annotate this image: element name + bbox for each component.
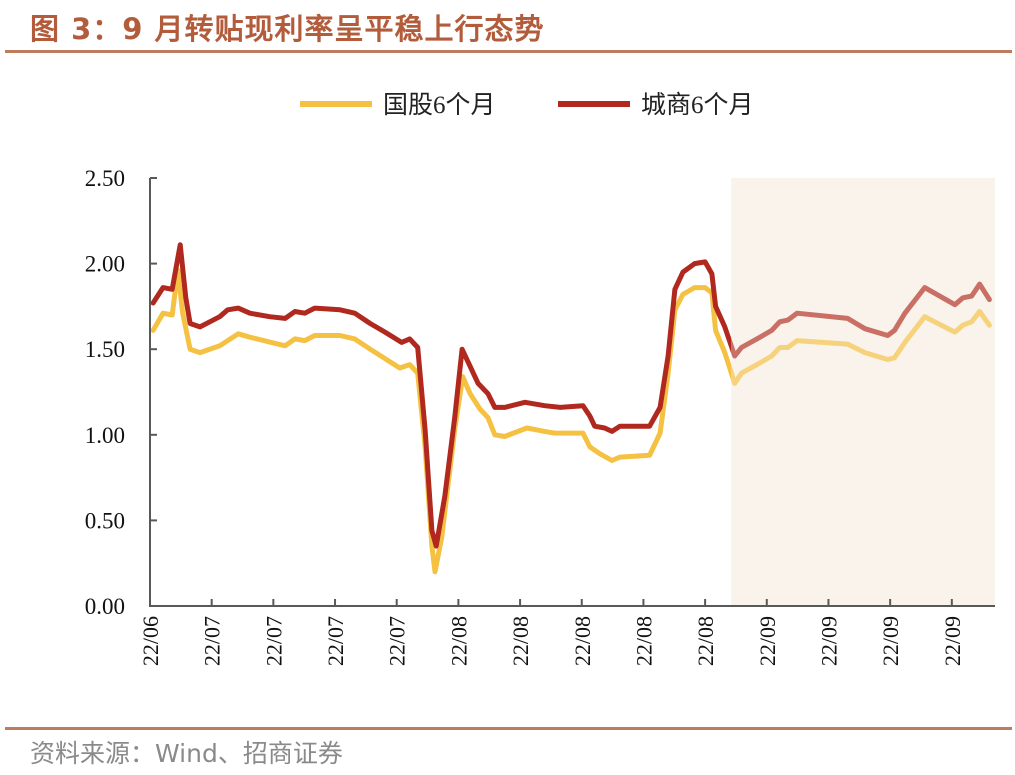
y-tick-label: 0.50 — [85, 508, 125, 533]
x-tick-label: 22/07 — [200, 616, 225, 666]
x-tick-label: 22/08 — [631, 616, 656, 666]
x-tick-label: 22/08 — [508, 616, 533, 666]
series-line-1 — [150, 242, 992, 549]
x-tick-label: 22/07 — [323, 616, 348, 666]
y-tick-label: 1.50 — [85, 337, 125, 362]
y-tick-label: 1.00 — [85, 423, 125, 448]
source-note: 资料来源：Wind、招商证券 — [30, 739, 343, 768]
x-tick-label: 22/09 — [755, 616, 780, 666]
legend-label-chengshang: 城商6个月 — [641, 91, 754, 119]
x-tick-label: 22/09 — [816, 616, 841, 666]
series-line-0 — [150, 267, 992, 575]
y-tick-label: 2.50 — [85, 166, 125, 191]
y-tick-label: 2.00 — [85, 252, 125, 277]
legend: 国股6个月 城商6个月 — [300, 91, 754, 119]
x-tick-label: 22/07 — [385, 616, 410, 666]
highlight-background — [731, 178, 995, 606]
x-tick-label: 22/09 — [878, 616, 903, 666]
y-tick-label: 0.00 — [85, 594, 125, 619]
x-tick-label: 22/06 — [138, 616, 163, 666]
figure-title: 图 3：9 月转贴现利率呈平稳上行态势 — [30, 12, 545, 46]
title-divider — [5, 50, 1012, 53]
x-tick-label: 22/08 — [446, 616, 471, 666]
x-tick-label: 22/08 — [570, 616, 595, 666]
x-tick-label: 22/07 — [261, 616, 286, 666]
x-tick-label: 22/09 — [940, 616, 965, 666]
footer-divider — [5, 727, 1012, 730]
x-tick-label: 22/08 — [693, 616, 718, 666]
legend-label-guogu: 国股6个月 — [383, 92, 496, 119]
highlight-region — [731, 178, 995, 606]
